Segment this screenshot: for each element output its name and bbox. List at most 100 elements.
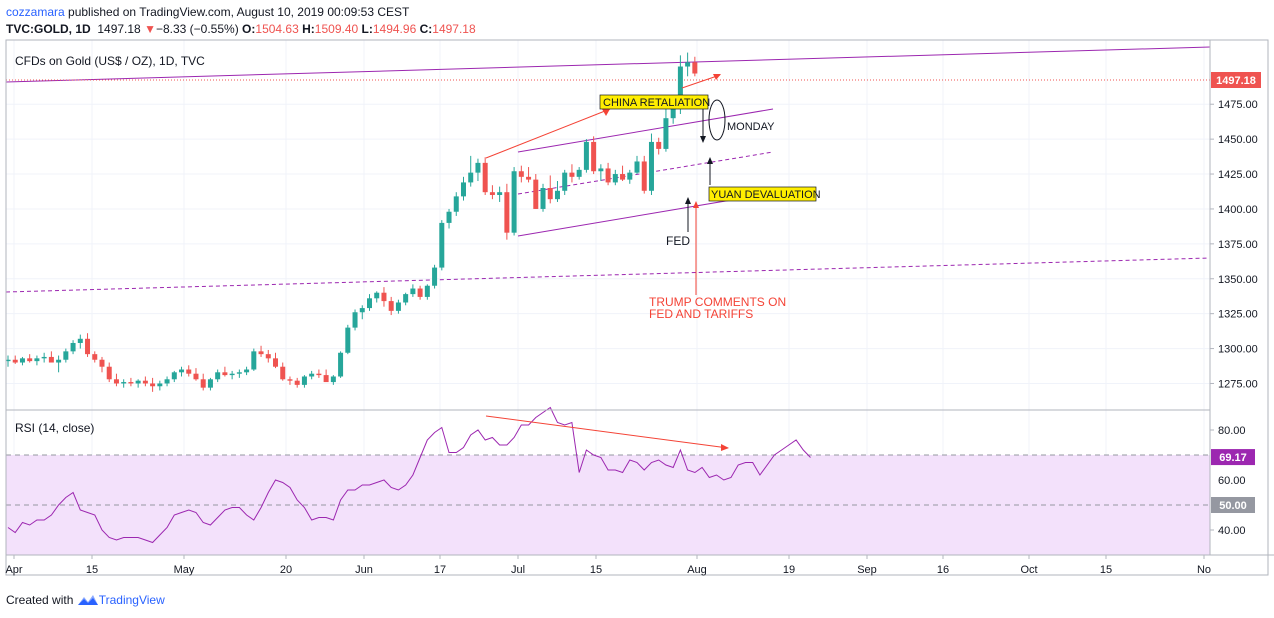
candle [200, 373, 206, 391]
candle [468, 155, 474, 187]
candle [63, 348, 69, 363]
candle-body [70, 342, 76, 352]
time-tick-label: Oct [1020, 564, 1037, 576]
candle [85, 333, 91, 357]
candle [287, 376, 293, 385]
candle-body [663, 118, 669, 149]
candle-body [215, 372, 221, 380]
candle [5, 355, 11, 367]
candle-body [591, 141, 597, 172]
candle [179, 366, 185, 377]
candle [48, 351, 54, 363]
candle [258, 345, 264, 357]
fed-arrow-head [685, 197, 691, 204]
candle [446, 208, 452, 229]
candle [533, 174, 539, 209]
candle-body [186, 369, 192, 374]
time-tick-label: Aug [687, 564, 707, 576]
monday-circle [708, 99, 726, 141]
candle [77, 334, 83, 349]
low-label: L: [361, 22, 373, 36]
candle-body [424, 285, 430, 297]
candle [511, 167, 517, 236]
candle-body [19, 358, 25, 363]
long-dashed-support-line [5, 257, 1211, 293]
symbol-label: TVC:GOLD, 1D [6, 22, 91, 36]
rsi-line [7, 406, 811, 544]
candle [150, 377, 156, 392]
candle-body [439, 222, 445, 268]
chart-frame [5, 39, 1269, 576]
candles [5, 52, 698, 392]
time-tick-label: Sep [857, 564, 877, 576]
candle-body [179, 369, 185, 373]
candle [99, 356, 105, 373]
rsi-divergence-arrow-head [721, 444, 729, 451]
candle-body [273, 358, 279, 367]
candle [605, 162, 611, 186]
candle [330, 375, 336, 385]
candle-body [475, 162, 481, 173]
candle-body [598, 168, 604, 172]
price-tick-label: 1450.00 [1218, 134, 1258, 146]
candle [453, 192, 459, 216]
low-value: 1494.96 [372, 22, 417, 36]
candle [460, 176, 466, 201]
candle [113, 373, 119, 387]
candle-body [244, 369, 250, 373]
author-link[interactable]: cozzamara [6, 5, 65, 19]
candle-body [685, 62, 691, 67]
candle-body [583, 141, 589, 170]
candle-body [504, 192, 510, 233]
upper-trendline [5, 46, 1211, 83]
candle-body [641, 161, 647, 191]
candle-body [540, 188, 546, 209]
candle [685, 52, 691, 77]
candle [121, 379, 127, 388]
china-label: CHINA RETALIATION [603, 97, 710, 109]
price-axis-ticks: 1275.00 1300.00 1325.00 1350.00 1375.00 1400.… [1210, 99, 1258, 390]
rsi-tick-label: 80.00 [1218, 425, 1246, 437]
candle-body [121, 382, 127, 384]
candle [518, 165, 524, 183]
candle-body [352, 312, 358, 328]
time-tick-label: No [1197, 564, 1211, 576]
price-tick-label: 1475.00 [1218, 99, 1258, 111]
candle-body [648, 141, 654, 191]
time-tick-label: May [174, 564, 195, 576]
candle [301, 375, 307, 388]
candle [403, 292, 409, 306]
candle-body [157, 383, 163, 387]
candle [12, 355, 18, 364]
candle [583, 139, 589, 173]
price-tick-label: 1300.00 [1218, 344, 1258, 356]
time-tick-label: Jul [511, 564, 525, 576]
candle [641, 155, 647, 194]
rsi-mid-badge-text: 50.00 [1219, 500, 1247, 512]
footer-text: Created with [6, 593, 74, 607]
high-value: 1509.40 [314, 22, 359, 36]
trump-label-line1: TRUMP COMMENTS ON [649, 295, 786, 309]
candle [612, 169, 618, 186]
close-value: 1497.18 [432, 22, 476, 36]
candle-body [497, 192, 503, 195]
candle-body [330, 376, 336, 383]
candle [497, 186, 503, 202]
last-price-badge-text: 1497.18 [1216, 75, 1256, 87]
candle-body [381, 292, 387, 302]
candle [634, 155, 640, 175]
time-tick-label: Apr [5, 564, 22, 576]
price-tick-label: 1325.00 [1218, 309, 1258, 321]
candle [236, 369, 242, 378]
candle-body [670, 108, 676, 119]
candle [504, 183, 510, 240]
candle [598, 164, 604, 182]
candle-body [605, 168, 611, 183]
tradingview-brand-link[interactable]: TradingView [98, 593, 165, 607]
candle [692, 56, 698, 77]
yuan-arrow-head [707, 157, 713, 164]
candle-body [489, 192, 495, 195]
candle-body [554, 190, 560, 200]
candle [475, 158, 481, 182]
